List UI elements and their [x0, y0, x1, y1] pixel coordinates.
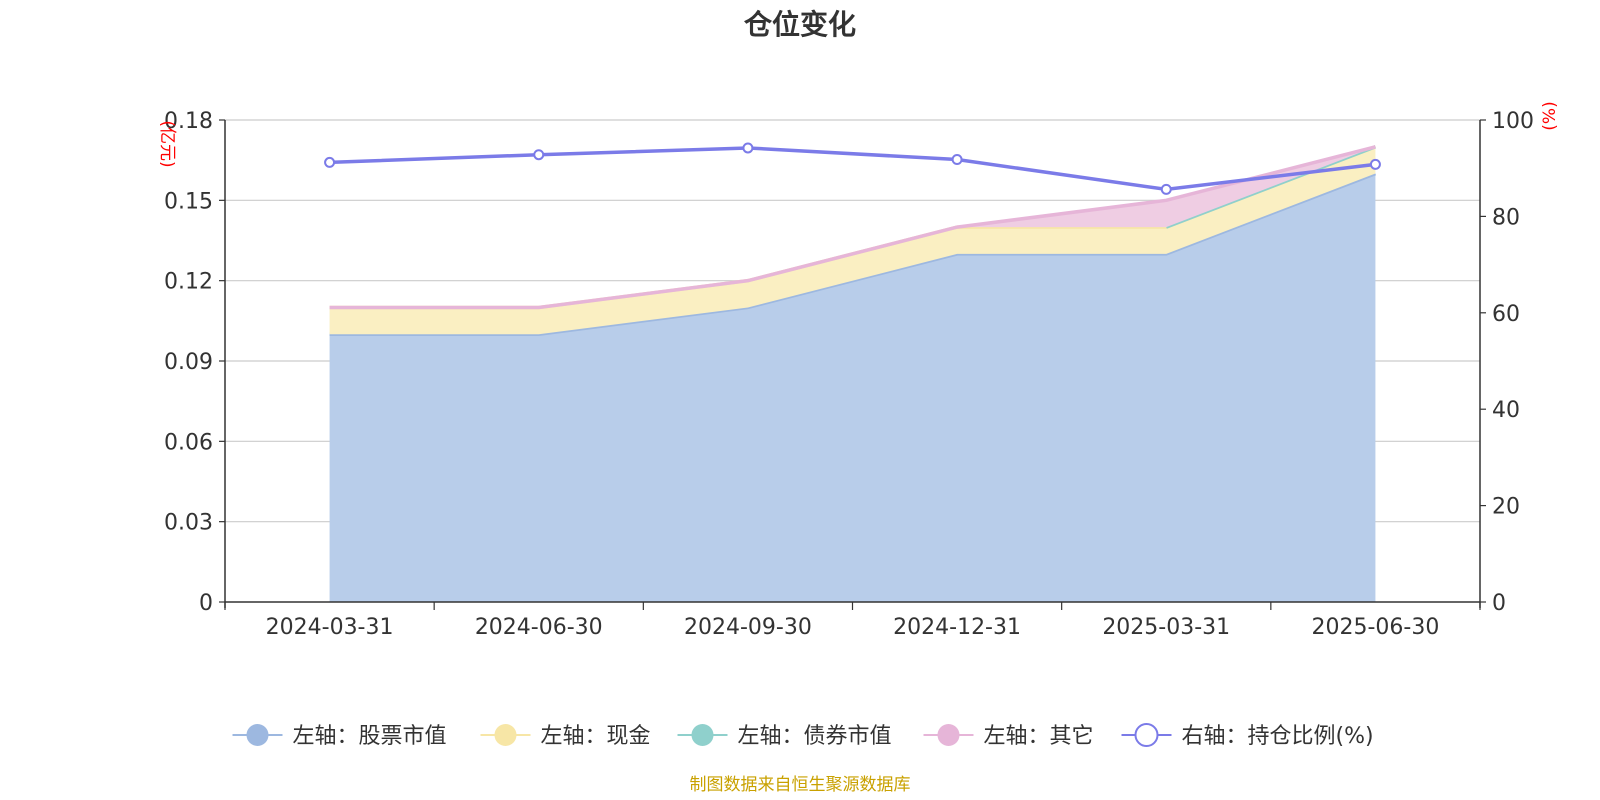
legend-marker [1134, 723, 1159, 747]
ratio-point [1160, 183, 1172, 195]
area-fill-series-0 [329, 173, 1376, 603]
legend-item-2: 左轴：债券市值 [677, 724, 892, 749]
right-axis-tick-label: 0 [1492, 591, 1506, 616]
left-axis-tick-label: 0.03 [164, 511, 213, 536]
ratio-point [324, 156, 336, 168]
left-axis-tick-label: 0.18 [164, 109, 213, 134]
right-axis-tick-label: 100 [1492, 109, 1534, 134]
ratio-point [951, 154, 963, 166]
right-axis-tick-label: 80 [1492, 205, 1520, 230]
legend-label: 左轴：股票市值 [293, 724, 447, 749]
legend-label: 右轴：持仓比例(%) [1182, 724, 1374, 749]
left-axis-tick-label: 0.06 [164, 430, 213, 455]
right-axis-unit: (%) [1540, 101, 1560, 130]
stacked-areas [329, 145, 1377, 603]
legend-label: 左轴：其它 [984, 724, 1094, 749]
left-axis-unit: (亿元) [157, 120, 177, 167]
x-axis-tick-label: 2024-12-31 [893, 615, 1021, 640]
area-fill-series-1 [329, 146, 1376, 335]
axes: 0 0.03 0.06 0.09 0.12 0.15 0.18 0 20 40 60 80 100 202… [164, 109, 1534, 640]
ratio-point [1369, 158, 1381, 170]
legend-item-1: 左轴：现金 [480, 724, 651, 749]
left-axis-tick-label: 0.12 [164, 270, 213, 295]
area-line-series-3 [329, 145, 1376, 310]
x-axis-tick-label: 2025-06-30 [1311, 615, 1439, 640]
right-axis-tick-label: 20 [1492, 495, 1520, 520]
legend-label: 左轴：现金 [541, 724, 651, 749]
x-axis-tick-label: 2025-03-31 [1102, 615, 1230, 640]
left-axis-tick-label: 0.15 [164, 189, 213, 214]
chart-title: 仓位变化 [744, 8, 856, 41]
legend: 左轴：股票市值 左轴：现金 左轴：债券市值 左轴：其它 右轴：持仓比例(%) [232, 723, 1374, 749]
left-axis-tick-label: 0.09 [164, 350, 213, 375]
right-axis-tick-label: 60 [1492, 302, 1520, 327]
x-axis-tick-label: 2024-03-31 [266, 615, 394, 640]
x-axis-tick-label: 2024-09-30 [684, 615, 812, 640]
ratio-point [742, 142, 754, 154]
x-axis-tick-label: 2024-06-30 [475, 615, 603, 640]
area-fill-series-3 [329, 146, 1376, 308]
legend-marker [246, 724, 269, 746]
legend-marker [691, 724, 714, 746]
legend-label: 左轴：债券市值 [738, 724, 892, 749]
left-axis-tick-label: 0 [199, 591, 213, 616]
legend-item-4: 右轴：持仓比例(%) [1121, 723, 1374, 749]
ratio-point [533, 149, 545, 161]
legend-marker [937, 724, 960, 746]
legend-item-0: 左轴：股票市值 [232, 724, 447, 749]
data-source-note: 制图数据来自恒生聚源数据库 [690, 775, 911, 795]
holding-ratio-line [324, 142, 1381, 195]
right-axis-tick-label: 40 [1492, 398, 1520, 423]
legend-marker [494, 724, 517, 746]
ratio-polyline [329, 146, 1376, 192]
legend-item-3: 左轴：其它 [923, 724, 1094, 749]
